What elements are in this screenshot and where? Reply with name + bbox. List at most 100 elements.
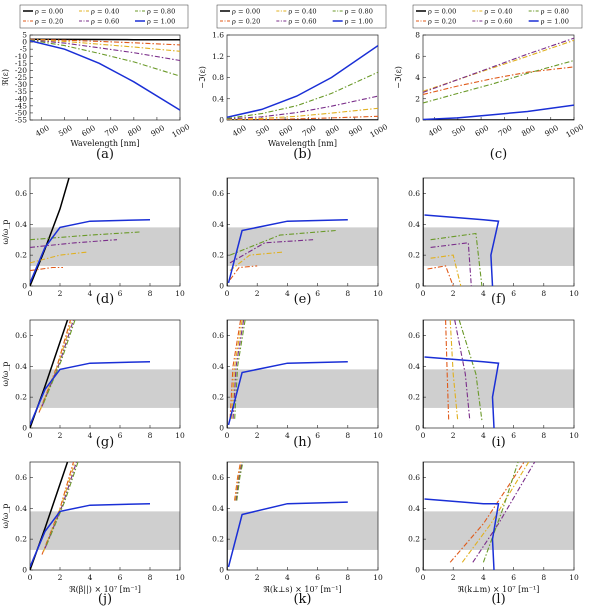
axes-frame [226,34,379,121]
legend-label: ρ = 0.60 [91,18,119,26]
x-tick-label: 1000 [368,122,389,139]
legend-label: ρ = 0.60 [484,18,512,26]
x-tick-label: 6 [315,573,320,582]
y-tick-label: -15 [15,59,27,68]
legend-box [216,4,387,29]
shaded-band [423,369,574,408]
shaded-band [30,227,180,266]
series-line [235,462,243,501]
series-line [423,59,574,104]
shaded-band [423,227,574,266]
y-tick-label: 0.6 [212,331,224,340]
x-tick-label: 600 [80,123,97,138]
series-line [227,360,348,426]
y-axis-label: ω/ω_p [1,362,10,387]
y-tick-label: 0 [22,38,27,47]
series-line [424,356,500,428]
x-tick-label: 6 [118,289,123,298]
panel-3: 0 2 4 6 8 10 0 0.2 0.4 0.6 ω/ω_p (d) [1,177,185,307]
series-line [30,39,180,77]
y-tick-label: 0 [22,282,27,291]
x-tick-label: 700 [497,123,514,138]
series-line [227,107,378,120]
x-tick-label: 2 [255,431,260,440]
x-tick-label: 500 [254,123,271,138]
series-line [482,462,519,563]
x-tick-label: 8 [345,431,350,440]
y-tick-label: 8 [415,31,420,40]
y-tick-label: 0.6 [15,189,27,198]
y-tick-label: -20 [15,66,27,75]
panel-9: 0 2 4 6 8 10 0 0.2 0.4 0.6 ℜ(β||) × 10⁷ [m⁻¹] ω/ω_p… [1,461,185,607]
series-line [229,229,336,256]
legend-label: ρ = 0.80 [147,8,175,16]
x-tick-label: 10 [569,289,579,298]
x-tick-label: 6 [118,573,123,582]
shaded-band [423,511,574,550]
x-tick-label: 400 [34,123,51,138]
series-line [44,462,78,549]
x-tick-label: 10 [175,289,185,298]
series-line [424,214,500,286]
x-tick-label: 4 [285,431,290,440]
series-line [423,37,574,93]
panel-5: 0 2 4 6 8 10 0 0.2 0.4 0.6 (f) [408,177,579,307]
series-line [42,320,76,404]
series-line [39,320,73,410]
panel-11: 0 2 4 6 8 10 0 0.2 0.4 0.6 ℜ(k⊥m) × 10⁷ [m⁻¹](l) [408,461,579,607]
y-tick-label: 0.4 [15,220,27,229]
axes-frame [29,461,181,571]
y-tick-label: 0 [22,424,27,433]
y-tick-label: -45 [15,101,27,110]
series-line [227,95,378,120]
legend-label: ρ = 0.00 [428,8,456,16]
series-line [227,44,378,119]
x-tick-label: 8 [345,289,350,298]
x-tick-label: 1000 [564,122,585,139]
series-line [229,251,283,272]
series-line [424,498,500,570]
y-tick-label: 0.2 [212,393,224,402]
legend-label: ρ = 0.20 [428,18,456,26]
y-axis-label: −ℑ(ε) [198,66,207,89]
panel-letter: (l) [491,592,505,607]
series-line [30,39,180,111]
y-tick-label: 0.6 [15,473,27,482]
panel-1: 400 500 600 700 800 900 1000 0 0.4 0.8 1.2 1.6 Wavel… [198,31,389,163]
legend-label: ρ = 0.00 [232,8,260,16]
legend-label: ρ = 0.40 [91,8,119,16]
series-line [45,462,79,546]
series-line [30,251,88,264]
x-tick-label: 2 [58,289,63,298]
axes-frame [29,34,181,121]
x-tick-label: 8 [541,431,546,440]
panel-letter: (b) [293,147,311,162]
legend-box [19,4,189,29]
y-tick-label: 0.4 [212,504,224,513]
panel-letter: (i) [491,435,505,450]
y-tick-label: 0 [219,424,224,433]
series-line [454,320,471,421]
x-tick-label: 10 [175,431,185,440]
x-tick-label: 6 [315,431,320,440]
y-axis-label: ω/ω_p [1,220,10,245]
x-tick-label: 0 [28,431,33,440]
y-tick-label: 0.6 [408,331,420,340]
panel-letter: (d) [96,292,114,307]
series-line [30,38,180,52]
y-axis-label: −ℑ(ε) [394,66,403,89]
x-tick-label: 6 [511,573,516,582]
series-line [229,239,314,264]
series-line [430,242,472,286]
y-tick-label: 0.4 [212,362,224,371]
series-line [227,115,378,120]
y-tick-label: 0 [415,116,420,125]
y-tick-label: 1.2 [212,52,224,61]
y-tick-label: 1.6 [212,31,224,40]
y-tick-label: 2 [415,94,420,103]
legend: ρ = 0.00 ρ = 0.40 ρ = 0.80 ρ = 0.20 ρ = 0.60… [19,4,189,29]
x-axis-label: ℜ(k⊥s) × 10⁷ [m⁻¹] [263,585,341,594]
x-tick-label: 10 [373,289,383,298]
x-tick-label: 4 [285,289,290,298]
